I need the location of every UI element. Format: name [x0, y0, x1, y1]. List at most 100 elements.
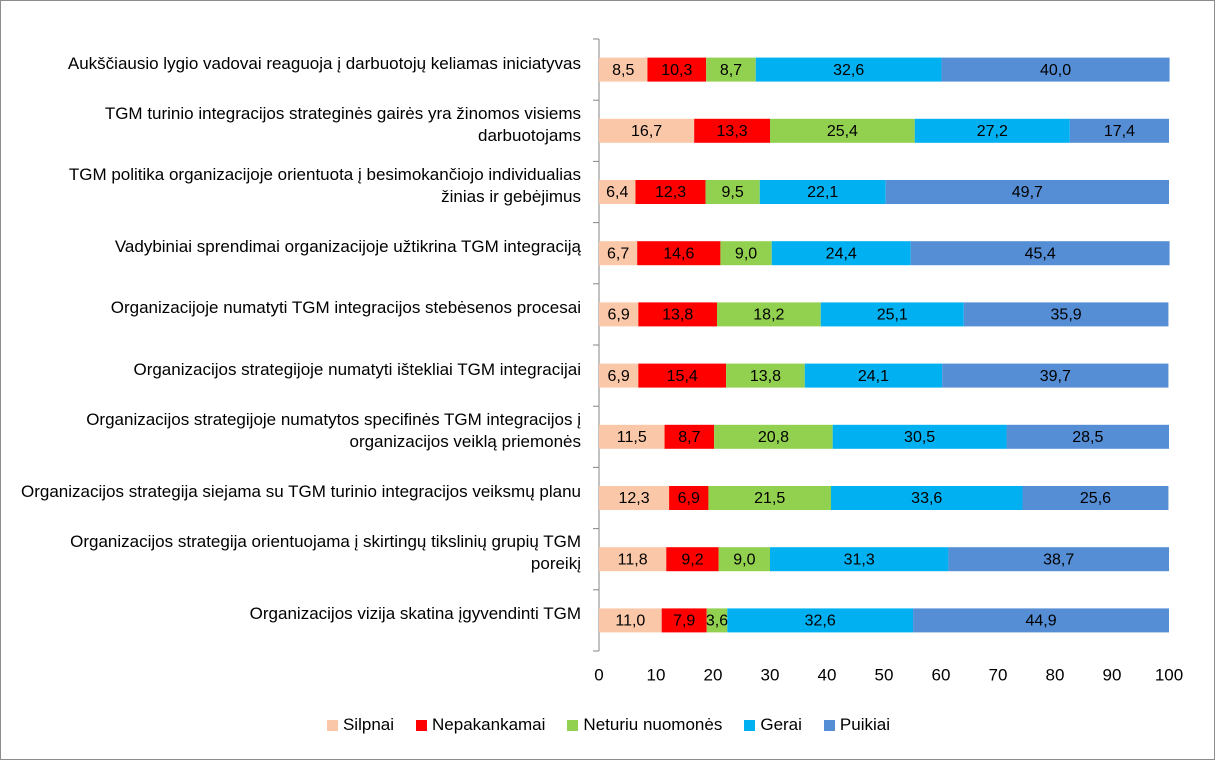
value-label: 8,7 [720, 62, 742, 79]
value-label: 9,0 [735, 245, 757, 262]
bar-segment [771, 241, 911, 266]
category-label: Vadybiniai sprendimai organizacijoje užt… [114, 237, 581, 257]
value-label: 35,9 [1051, 307, 1082, 324]
value-label: 6,9 [608, 307, 630, 324]
value-label: 11,5 [617, 429, 647, 446]
value-label: 45,4 [1025, 245, 1056, 262]
category-label: Organizacijoje numatyti TGM integracijos… [110, 298, 581, 318]
value-label: 25,1 [877, 307, 908, 324]
value-label: 10,3 [661, 62, 692, 79]
value-label: 9,5 [722, 184, 744, 201]
legend-swatch [416, 719, 428, 731]
x-tick-label: 50 [875, 665, 894, 684]
value-label: 9,0 [733, 551, 755, 568]
bar-segment [664, 424, 715, 449]
bar-segment [914, 118, 1070, 143]
value-label: 30,5 [904, 429, 935, 446]
bar-segment [599, 118, 695, 143]
bar-segment [727, 608, 914, 633]
value-label: 25,4 [827, 123, 858, 140]
legend-item: Nepakankamai [416, 715, 545, 735]
bar-segment [718, 547, 770, 572]
value-label: 27,2 [977, 123, 1008, 140]
value-label: 12,3 [655, 184, 686, 201]
bar-segment [963, 302, 1169, 327]
legend-swatch [567, 719, 579, 731]
x-tick-label: 70 [989, 665, 1008, 684]
value-label: 15,4 [667, 368, 698, 385]
category-label: TGM turinio integracijos strateginės gai… [104, 103, 581, 145]
bar-segment [706, 608, 728, 633]
value-label: 22,1 [807, 184, 838, 201]
category-label: Organizacijos strategijoje numatytos spe… [86, 409, 581, 451]
value-label: 13,8 [662, 307, 693, 324]
value-label: 24,1 [858, 368, 889, 385]
category-label: TGM politika organizacijoje orientuota į… [68, 165, 581, 206]
bar-segment [599, 302, 639, 327]
bar-segment [804, 363, 943, 388]
legend-label: Silpnai [342, 715, 395, 734]
value-label: 20,8 [758, 429, 789, 446]
value-label: 32,6 [805, 613, 836, 630]
value-label: 39,7 [1040, 368, 1071, 385]
value-label: 9,2 [681, 551, 703, 568]
value-label: 7,9 [673, 613, 695, 630]
value-label: 13,8 [750, 368, 781, 385]
legend-item: Gerai [744, 715, 802, 735]
bar-segment [647, 57, 707, 82]
value-label: 24,4 [826, 245, 857, 262]
category-label: Organizacijos strategija siejama su TGM … [21, 482, 581, 501]
legend-label: Nepakankamai [432, 715, 546, 734]
bar-segment [948, 547, 1169, 572]
value-label: 32,6 [833, 62, 864, 79]
value-label: 11,8 [618, 551, 648, 568]
value-label: 18,2 [753, 307, 784, 324]
x-tick-label: 0 [594, 665, 603, 684]
bar-segment [885, 180, 1169, 204]
bar-segment [669, 486, 709, 510]
value-label: 31,3 [844, 551, 875, 568]
bar-segment [770, 118, 915, 143]
bar-segment [759, 180, 886, 204]
value-label: 21,5 [754, 490, 785, 507]
bar-segment [1069, 118, 1169, 143]
value-label: 40,0 [1040, 62, 1071, 79]
value-label: 28,5 [1072, 429, 1103, 446]
bar-segment [910, 241, 1170, 266]
value-label: 33,6 [911, 490, 942, 507]
legend-item: Silpnai [326, 715, 395, 735]
category-label: Organizacijos strategijoje numatyti ište… [133, 359, 581, 379]
legend: Silpnai Nepakankamai Neturiu nuomonės Gerai… [1, 715, 1214, 735]
bar-segment [942, 363, 1169, 388]
bar-segment [714, 424, 833, 449]
x-tick-label: 90 [1103, 665, 1122, 684]
bar-segment [599, 363, 639, 388]
category-label: Organizacijos strategija orientuojama į … [70, 532, 581, 574]
value-label: 49,7 [1012, 184, 1043, 201]
bar-segment [666, 547, 719, 572]
legend-swatch [326, 719, 338, 731]
bar-segment [830, 486, 1023, 510]
value-label: 6,4 [606, 184, 628, 201]
legend-item: Puikiai [823, 715, 891, 735]
bar-segment [720, 241, 772, 266]
value-label: 8,7 [678, 429, 700, 446]
bar-segment [726, 363, 805, 388]
legend-label: Puikiai [839, 715, 891, 734]
value-label: 14,6 [663, 245, 694, 262]
bar-segment [599, 424, 665, 449]
legend-swatch [744, 719, 756, 731]
bar-segment [1006, 424, 1169, 449]
x-tick-label: 100 [1155, 665, 1183, 684]
value-label: 12,3 [618, 490, 649, 507]
value-label: 6,9 [608, 368, 630, 385]
value-label: 13,3 [717, 123, 748, 140]
bar-segment [913, 608, 1169, 633]
x-tick-label: 30 [761, 665, 780, 684]
x-tick-label: 20 [704, 665, 723, 684]
legend-label: Gerai [760, 715, 802, 734]
bar-segment [637, 241, 721, 266]
value-label: 16,7 [631, 123, 662, 140]
value-label: 38,7 [1043, 551, 1074, 568]
